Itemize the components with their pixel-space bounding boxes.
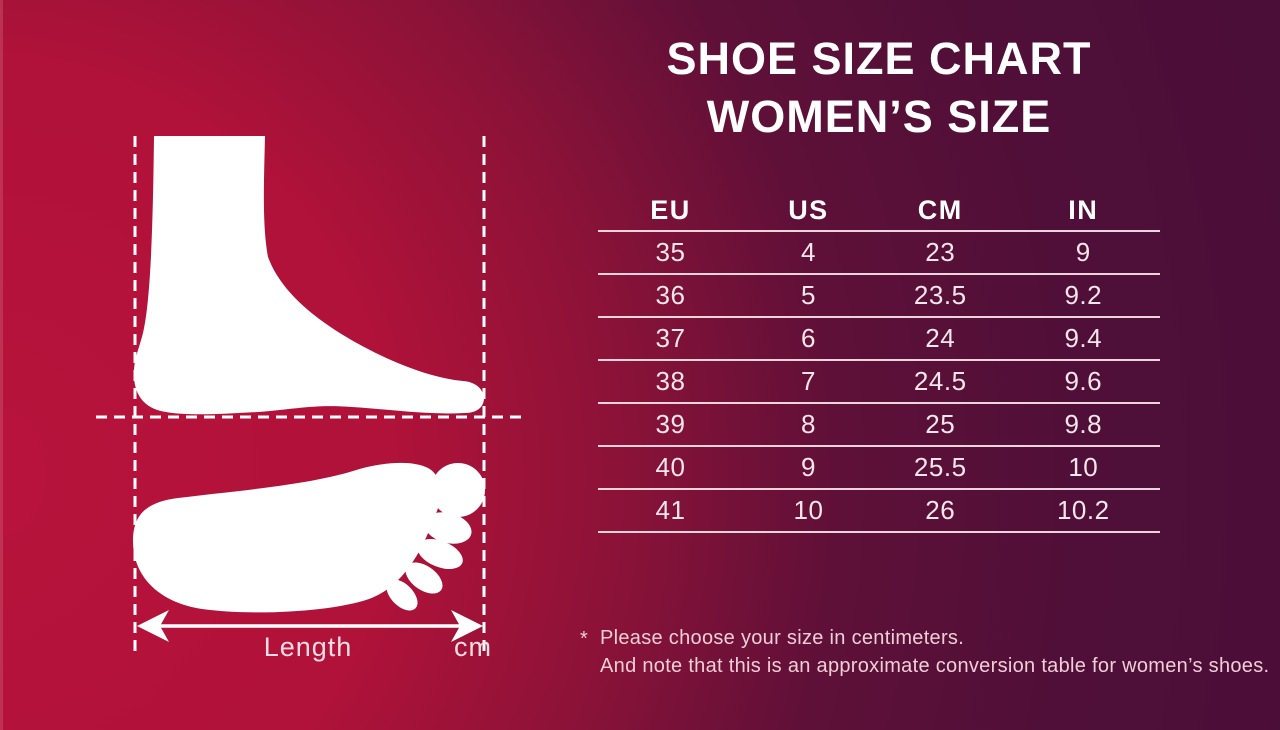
column-header-eu: EU [598,190,743,232]
table-cell: 6 [742,317,874,361]
table-cell: 4 [742,231,874,275]
table-cell: 37 [598,317,743,361]
column-header-us: US [742,190,874,232]
table-cell: 36 [598,274,743,318]
table-cell: 26 [873,489,1007,533]
table-row: 35 4 23 9 [598,231,1160,275]
table-cell: 25 [873,403,1007,447]
column-header-in: IN [1006,190,1160,232]
unit-label: cm [454,632,492,662]
footnote-text: Please choose your size in centimeters. … [600,624,1270,680]
big-toe-shape [431,463,485,517]
footnote-line-1: Please choose your size in centimeters. [600,627,965,649]
footnote: * Please choose your size in centimeters… [580,624,1270,680]
column-header-cm: CM [873,190,1007,232]
table-cell: 8 [742,403,874,447]
length-arrow [137,610,483,642]
third-toe-shape [417,538,463,570]
table-cell: 24.5 [873,360,1007,404]
table-row: 36 5 23.5 9.2 [598,274,1160,318]
foot-measurement-diagram: Length cm [0,0,560,730]
table-row: 38 7 24.5 9.6 [598,360,1160,404]
table-cell: 9 [742,446,874,490]
table-cell: 23.5 [873,274,1007,318]
footnote-line-2: And note that this is an approximate con… [600,655,1270,677]
table-cell: 9.2 [1006,274,1160,318]
footprint-silhouette-icon [133,462,485,613]
table-cell: 40 [598,446,743,490]
title-line-1: SHOE SIZE CHART [666,33,1092,84]
table-cell: 35 [598,231,743,275]
foot-diagram-svg [96,136,522,652]
table-cell: 10 [1006,446,1160,490]
left-edge-highlight [0,0,3,730]
table-header-row: EU US CM IN [598,190,1160,232]
table-row: 40 9 25.5 10 [598,446,1160,490]
footnote-asterisk: * [580,628,589,650]
little-toe-shape [386,579,418,611]
table-cell: 41 [598,489,743,533]
arrow-head-right [451,610,483,642]
title-line-2: WOMEN’S SIZE [706,91,1052,142]
table-cell: 7 [742,360,874,404]
arrow-head-left [137,610,169,642]
length-label: Length [263,632,353,662]
size-conversion-table: EU US CM IN 35 4 23 9 36 5 23.5 9.2 37 6 [598,190,1160,533]
table-row: 37 6 24 9.4 [598,317,1160,361]
table-cell: 25.5 [873,446,1007,490]
page-title: SHOE SIZE CHART WOMEN’S SIZE [598,30,1160,146]
table-cell: 38 [598,360,743,404]
table-cell: 5 [742,274,874,318]
table-cell: 9.6 [1006,360,1160,404]
table-row: 39 8 25 9.8 [598,403,1160,447]
table-row: 41 10 26 10.2 [598,489,1160,533]
second-toe-shape [424,512,472,544]
table-cell: 24 [873,317,1007,361]
table-cell: 23 [873,231,1007,275]
table-cell: 39 [598,403,743,447]
table-cell: 9 [1006,231,1160,275]
table-cell: 10 [742,489,874,533]
table-cell: 10.2 [1006,489,1160,533]
foot-side-silhouette-icon [133,136,484,415]
table-cell: 9.4 [1006,317,1160,361]
fourth-toe-shape [405,562,443,594]
table-cell: 9.8 [1006,403,1160,447]
